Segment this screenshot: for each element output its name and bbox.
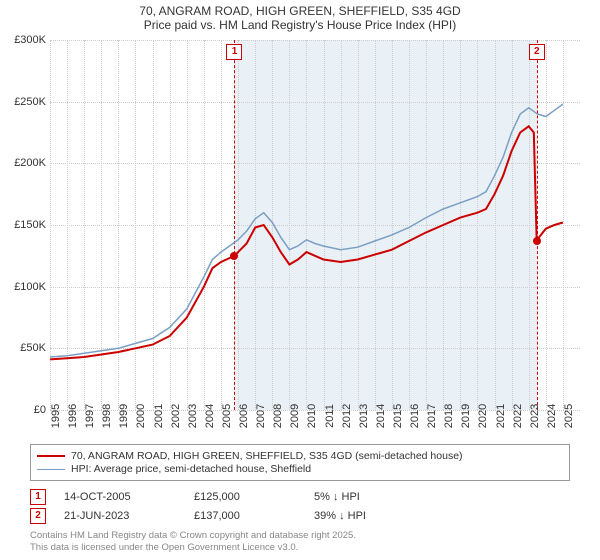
x-tick-label: 2012 [341, 404, 353, 428]
series-lines [50, 40, 580, 410]
x-tick-label: 2013 [358, 404, 370, 428]
transaction-price: £125,000 [194, 491, 314, 503]
x-tick-label: 2023 [529, 404, 541, 428]
x-tick-label: 1999 [118, 404, 130, 428]
y-tick-label: £200K [0, 157, 46, 169]
title-line-2: Price paid vs. HM Land Registry's House … [0, 18, 600, 32]
x-tick-label: 2002 [170, 404, 182, 428]
x-tick-label: 2007 [255, 404, 267, 428]
y-tick-label: £250K [0, 96, 46, 108]
transaction-row: 1 14-OCT-2005 £125,000 5% ↓ HPI [30, 489, 570, 505]
y-tick-label: £150K [0, 219, 46, 231]
title-block: 70, ANGRAM ROAD, HIGH GREEN, SHEFFIELD, … [0, 0, 600, 32]
x-tick-label: 2014 [375, 404, 387, 428]
transaction-rows: 1 14-OCT-2005 £125,000 5% ↓ HPI 2 21-JUN… [30, 486, 570, 527]
x-tick-label: 2017 [426, 404, 438, 428]
legend-label-hpi: HPI: Average price, semi-detached house,… [71, 463, 311, 475]
x-tick-label: 2009 [289, 404, 301, 428]
x-tick-label: 2006 [238, 404, 250, 428]
x-tick-label: 2010 [306, 404, 318, 428]
transaction-date: 21-JUN-2023 [64, 510, 194, 522]
x-tick-label: 2025 [563, 404, 575, 428]
footer-attribution: Contains HM Land Registry data © Crown c… [30, 530, 356, 554]
transaction-price: £137,000 [194, 510, 314, 522]
x-tick-label: 2008 [272, 404, 284, 428]
series-price_paid [50, 126, 563, 359]
x-tick-label: 2015 [392, 404, 404, 428]
legend: 70, ANGRAM ROAD, HIGH GREEN, SHEFFIELD, … [30, 444, 570, 481]
x-tick-label: 2022 [512, 404, 524, 428]
x-tick-label: 2024 [546, 404, 558, 428]
legend-item-price-paid: 70, ANGRAM ROAD, HIGH GREEN, SHEFFIELD, … [37, 450, 563, 462]
legend-item-hpi: HPI: Average price, semi-detached house,… [37, 463, 563, 475]
y-tick-label: £100K [0, 281, 46, 293]
footer-line-2: This data is licensed under the Open Gov… [30, 542, 356, 554]
transaction-row: 2 21-JUN-2023 £137,000 39% ↓ HPI [30, 508, 570, 524]
x-tick-label: 2005 [221, 404, 233, 428]
footer-line-1: Contains HM Land Registry data © Crown c… [30, 530, 356, 542]
x-tick-label: 2011 [324, 404, 336, 428]
transaction-date: 14-OCT-2005 [64, 491, 194, 503]
marker-badge-1: 1 [30, 489, 46, 505]
x-tick-label: 2019 [460, 404, 472, 428]
y-tick-label: £300K [0, 34, 46, 46]
series-hpi [50, 104, 563, 357]
chart-area: 12 £0£50K£100K£150K£200K£250K£300K199519… [50, 40, 580, 410]
x-tick-label: 2001 [153, 404, 165, 428]
x-tick-label: 2021 [495, 404, 507, 428]
legend-swatch-price-paid [37, 455, 65, 457]
marker-badge-2: 2 [30, 508, 46, 524]
x-tick-label: 1995 [50, 404, 62, 428]
x-tick-label: 2016 [409, 404, 421, 428]
legend-label-price-paid: 70, ANGRAM ROAD, HIGH GREEN, SHEFFIELD, … [71, 450, 463, 462]
x-tick-label: 2004 [204, 404, 216, 428]
chart-container: 70, ANGRAM ROAD, HIGH GREEN, SHEFFIELD, … [0, 0, 600, 560]
x-tick-label: 1998 [101, 404, 113, 428]
title-line-1: 70, ANGRAM ROAD, HIGH GREEN, SHEFFIELD, … [0, 4, 600, 18]
x-tick-label: 2020 [477, 404, 489, 428]
x-tick-label: 1997 [84, 404, 96, 428]
y-tick-label: £0 [0, 404, 46, 416]
transaction-delta: 5% ↓ HPI [314, 491, 424, 503]
transaction-delta: 39% ↓ HPI [314, 510, 424, 522]
legend-swatch-hpi [37, 469, 65, 470]
x-tick-label: 2018 [443, 404, 455, 428]
x-tick-label: 2003 [187, 404, 199, 428]
plot-region: 12 [50, 40, 580, 410]
x-tick-label: 1996 [67, 404, 79, 428]
x-tick-label: 2000 [135, 404, 147, 428]
y-tick-label: £50K [0, 342, 46, 354]
